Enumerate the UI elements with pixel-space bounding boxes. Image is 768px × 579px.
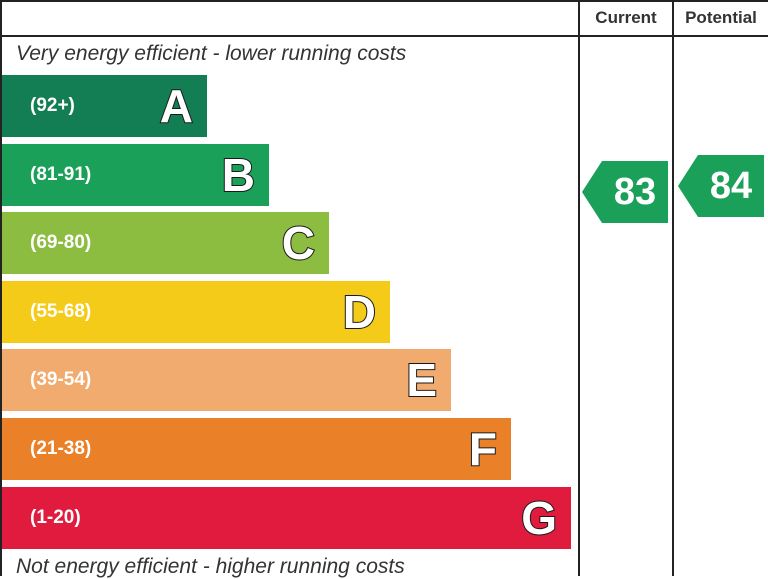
band-range-label: (69-80) (30, 232, 92, 253)
band-range-label: (39-54) (30, 369, 92, 390)
band-d: (55-68) D (2, 281, 390, 343)
header-divider (0, 35, 768, 37)
band-letter: A (159, 79, 194, 133)
band-a: (92+) A (2, 75, 207, 137)
band-range-label: (55-68) (30, 301, 92, 322)
bottom-caption: Not energy efficient - higher running co… (16, 555, 405, 578)
current-rating-arrow: 83 (582, 161, 668, 223)
current-column-divider (578, 0, 580, 576)
potential-column-header: Potential (685, 8, 757, 27)
band-letter: B (221, 148, 256, 202)
band-range-label: (81-91) (30, 164, 92, 185)
current-arrow-tip (582, 161, 602, 223)
band-letter: D (342, 285, 377, 339)
potential-arrow-tip (678, 155, 698, 217)
current-rating-value: 83 (602, 161, 668, 223)
band-range-label: (1-20) (30, 507, 81, 528)
band-b: (81-91) B (2, 144, 269, 206)
band-range-label: (21-38) (30, 438, 92, 459)
band-range-label: (92+) (30, 95, 75, 116)
potential-column-divider (672, 0, 674, 576)
band-letter: G (520, 491, 558, 545)
band-g: (1-20) G (2, 487, 571, 549)
current-column-header: Current (595, 8, 657, 27)
band-c: (69-80) C (2, 212, 329, 274)
band-letter: F (468, 422, 498, 476)
potential-rating-value: 84 (698, 155, 764, 217)
frame-left-border (0, 0, 2, 576)
top-caption: Very energy efficient - lower running co… (16, 42, 407, 65)
band-e: (39-54) E (2, 349, 451, 411)
band-letter: C (281, 216, 316, 270)
frame-top-border (0, 0, 768, 2)
band-f: (21-38) F (2, 418, 511, 480)
potential-rating-arrow: 84 (678, 155, 764, 217)
band-letter: E (405, 353, 438, 407)
